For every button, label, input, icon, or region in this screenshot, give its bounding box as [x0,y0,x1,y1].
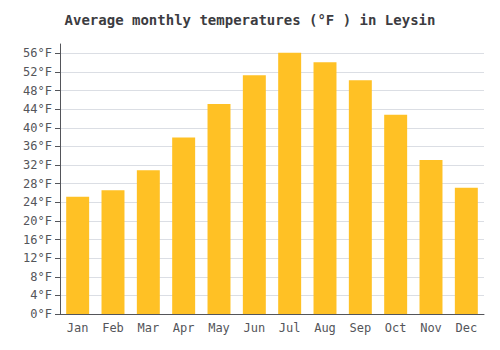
svg-text:Jan: Jan [67,321,89,335]
svg-text:52°F: 52°F [23,65,52,79]
svg-text:16°F: 16°F [23,233,52,247]
svg-text:8°F: 8°F [30,270,52,284]
svg-text:20°F: 20°F [23,214,52,228]
svg-text:Feb: Feb [102,321,124,335]
svg-text:4°F: 4°F [30,288,52,302]
svg-text:Oct: Oct [385,321,407,335]
svg-text:48°F: 48°F [23,84,52,98]
svg-text:Aug: Aug [314,321,336,335]
svg-text:Average monthly temperatures (: Average monthly temperatures (°F ) in Le… [65,12,436,28]
svg-text:Jul: Jul [279,321,301,335]
svg-text:Mar: Mar [137,321,159,335]
svg-text:24°F: 24°F [23,195,52,209]
svg-text:56°F: 56°F [23,46,52,60]
svg-text:32°F: 32°F [23,158,52,172]
svg-text:28°F: 28°F [23,177,52,191]
svg-text:36°F: 36°F [23,139,52,153]
svg-text:Nov: Nov [420,321,442,335]
svg-text:44°F: 44°F [23,102,52,116]
svg-text:Dec: Dec [455,321,477,335]
svg-text:May: May [208,321,230,335]
svg-text:0°F: 0°F [30,307,52,321]
svg-text:Sep: Sep [349,321,371,335]
svg-text:Jun: Jun [243,321,265,335]
svg-text:Apr: Apr [173,321,195,335]
svg-text:40°F: 40°F [23,121,52,135]
svg-text:12°F: 12°F [23,251,52,265]
